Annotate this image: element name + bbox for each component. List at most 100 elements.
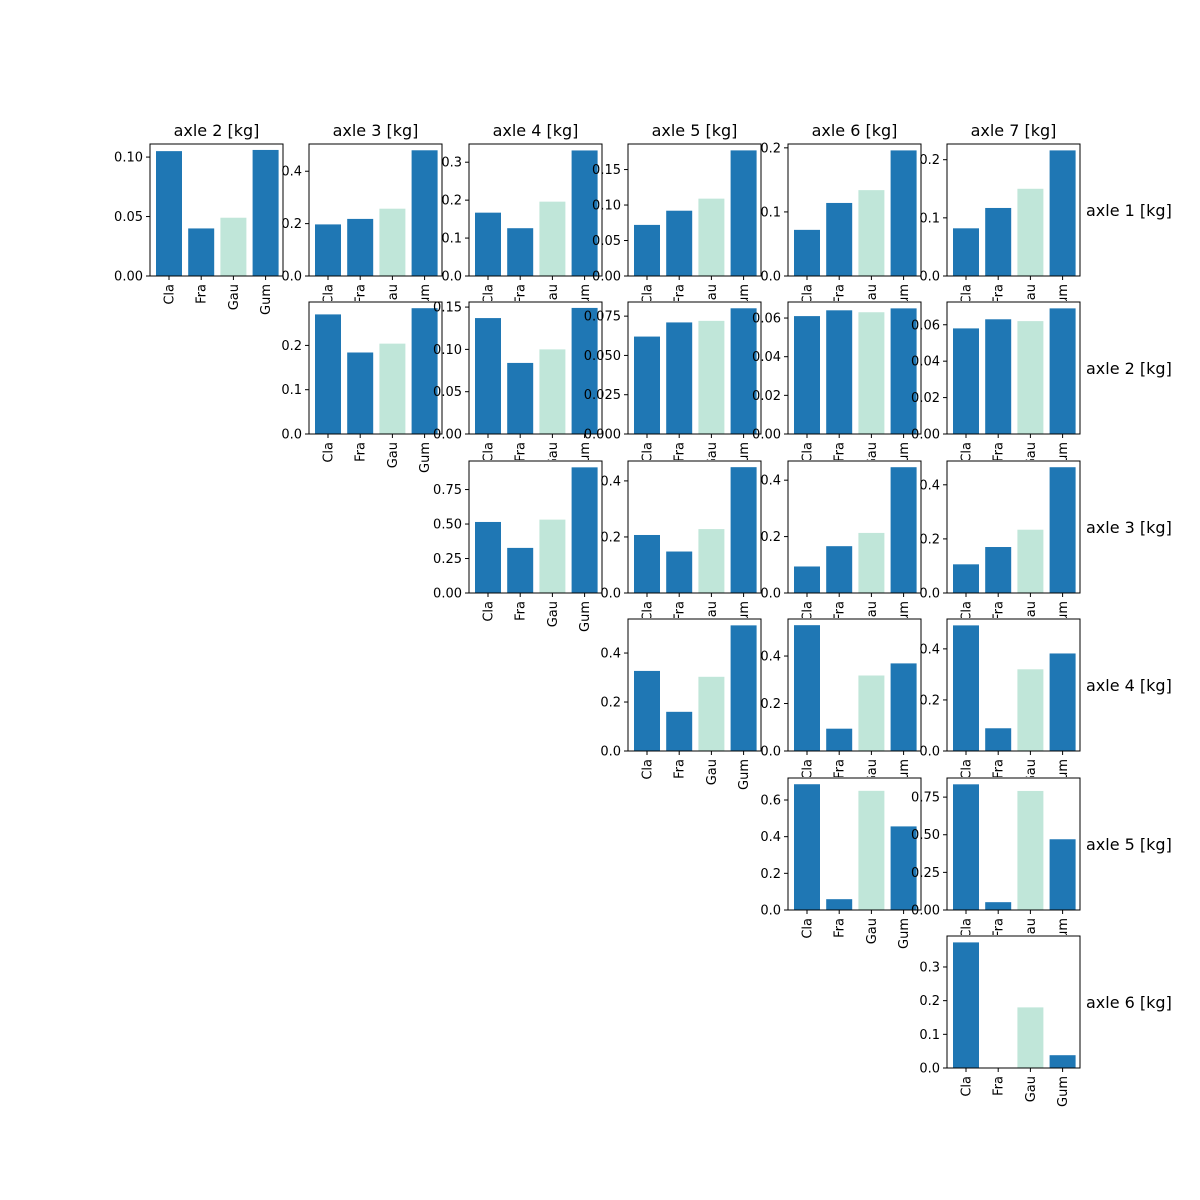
bar xyxy=(953,942,979,1068)
bar xyxy=(539,519,566,593)
bar xyxy=(379,208,406,276)
y-tick-label: 0.06 xyxy=(752,312,781,327)
y-tick-label: 0.75 xyxy=(433,483,462,498)
axes-frame xyxy=(946,935,1081,1069)
x-tick-label: Cla xyxy=(801,918,816,939)
bar xyxy=(507,547,534,593)
bar xyxy=(475,318,501,434)
bar xyxy=(379,343,406,434)
axes-frame xyxy=(308,301,443,435)
bar xyxy=(985,902,1012,910)
bar xyxy=(666,322,693,434)
row-label: axle 3 [kg] xyxy=(1086,518,1172,537)
x-tick-label: Fra xyxy=(992,601,1007,621)
row-label: axle 1 [kg] xyxy=(1086,201,1172,220)
y-tick-label: 0.4 xyxy=(760,474,781,489)
bar xyxy=(698,198,725,276)
bar xyxy=(156,151,182,276)
y-tick-label: 0.02 xyxy=(752,389,781,404)
bar xyxy=(858,790,885,910)
bar xyxy=(826,728,853,751)
x-tick-label: Fra xyxy=(992,918,1007,938)
y-tick-label: 0.75 xyxy=(911,791,940,806)
x-tick-label: Gum xyxy=(737,759,752,790)
x-tick-label: Fra xyxy=(833,918,848,938)
bar xyxy=(347,352,374,434)
y-tick-label: 0.15 xyxy=(592,163,621,178)
axes-frame xyxy=(627,460,762,594)
bar xyxy=(698,676,725,751)
y-tick-label: 0.0 xyxy=(760,745,781,760)
bar xyxy=(1017,790,1044,910)
y-tick-label: 0.05 xyxy=(592,234,621,249)
x-tick-label: Fra xyxy=(992,1076,1007,1096)
x-tick-label: Gum xyxy=(578,601,593,632)
bar xyxy=(220,217,247,276)
y-tick-label: 0.4 xyxy=(281,165,302,180)
axes-frame xyxy=(946,301,1081,435)
bar xyxy=(411,308,438,434)
y-tick-label: 0.2 xyxy=(919,153,940,168)
y-tick-label: 0.0 xyxy=(281,428,302,443)
y-tick-label: 0.0 xyxy=(441,270,462,285)
bar xyxy=(985,207,1012,276)
x-tick-label: Fra xyxy=(514,284,529,304)
x-tick-label: Fra xyxy=(354,442,369,462)
y-tick-label: 0.05 xyxy=(433,385,462,400)
x-tick-label: Fra xyxy=(833,442,848,462)
bar xyxy=(1049,839,1076,910)
bar xyxy=(571,150,598,276)
x-tick-label: Cla xyxy=(960,601,975,622)
x-tick-label: Gau xyxy=(227,284,242,310)
bar xyxy=(826,202,853,276)
bar xyxy=(539,201,566,276)
x-tick-label: Cla xyxy=(960,918,975,939)
y-tick-label: 0.0 xyxy=(919,270,940,285)
y-tick-label: 0.06 xyxy=(911,318,940,333)
bar xyxy=(188,228,215,276)
y-tick-label: 0.3 xyxy=(919,960,940,975)
axes-frame xyxy=(627,143,762,277)
x-tick-label: Gau xyxy=(865,918,880,944)
axes-frame xyxy=(627,618,762,752)
bar xyxy=(634,224,660,276)
bar xyxy=(1049,653,1076,751)
y-tick-label: 0.2 xyxy=(441,194,462,209)
y-tick-label: 0.10 xyxy=(433,343,462,358)
row-label: axle 2 [kg] xyxy=(1086,359,1172,378)
y-tick-label: 0.3 xyxy=(441,156,462,171)
y-tick-label: 0.04 xyxy=(752,350,781,365)
x-tick-label: Gau xyxy=(1024,1076,1039,1102)
y-tick-label: 0.0 xyxy=(919,1062,940,1077)
axes-frame xyxy=(946,460,1081,594)
bar xyxy=(858,190,885,276)
bar xyxy=(794,316,820,434)
x-tick-label: Cla xyxy=(641,442,656,463)
row-label: axle 6 [kg] xyxy=(1086,993,1172,1012)
y-tick-label: 0.04 xyxy=(911,355,940,370)
column-titles: axle 2 [kg] axle 3 [kg] axle 4 [kg] axle 5 … xyxy=(174,121,1057,140)
x-tick-label: Fra xyxy=(195,284,210,304)
axes-frame xyxy=(787,460,922,594)
y-tick-label: 0.2 xyxy=(281,339,302,354)
y-tick-label: 0.000 xyxy=(584,428,621,443)
y-tick-label: 0.4 xyxy=(919,642,940,657)
x-tick-label: Cla xyxy=(801,284,816,305)
x-tick-label: Gum xyxy=(897,918,912,949)
bar xyxy=(571,467,598,593)
axes-frame xyxy=(946,143,1081,277)
y-tick-label: 0.1 xyxy=(760,205,781,220)
bar xyxy=(890,467,917,593)
y-tick-label: 0.2 xyxy=(760,697,781,712)
x-tick-label: Gau xyxy=(546,601,561,627)
y-tick-label: 0.50 xyxy=(433,518,462,533)
axes-frame xyxy=(468,301,603,435)
